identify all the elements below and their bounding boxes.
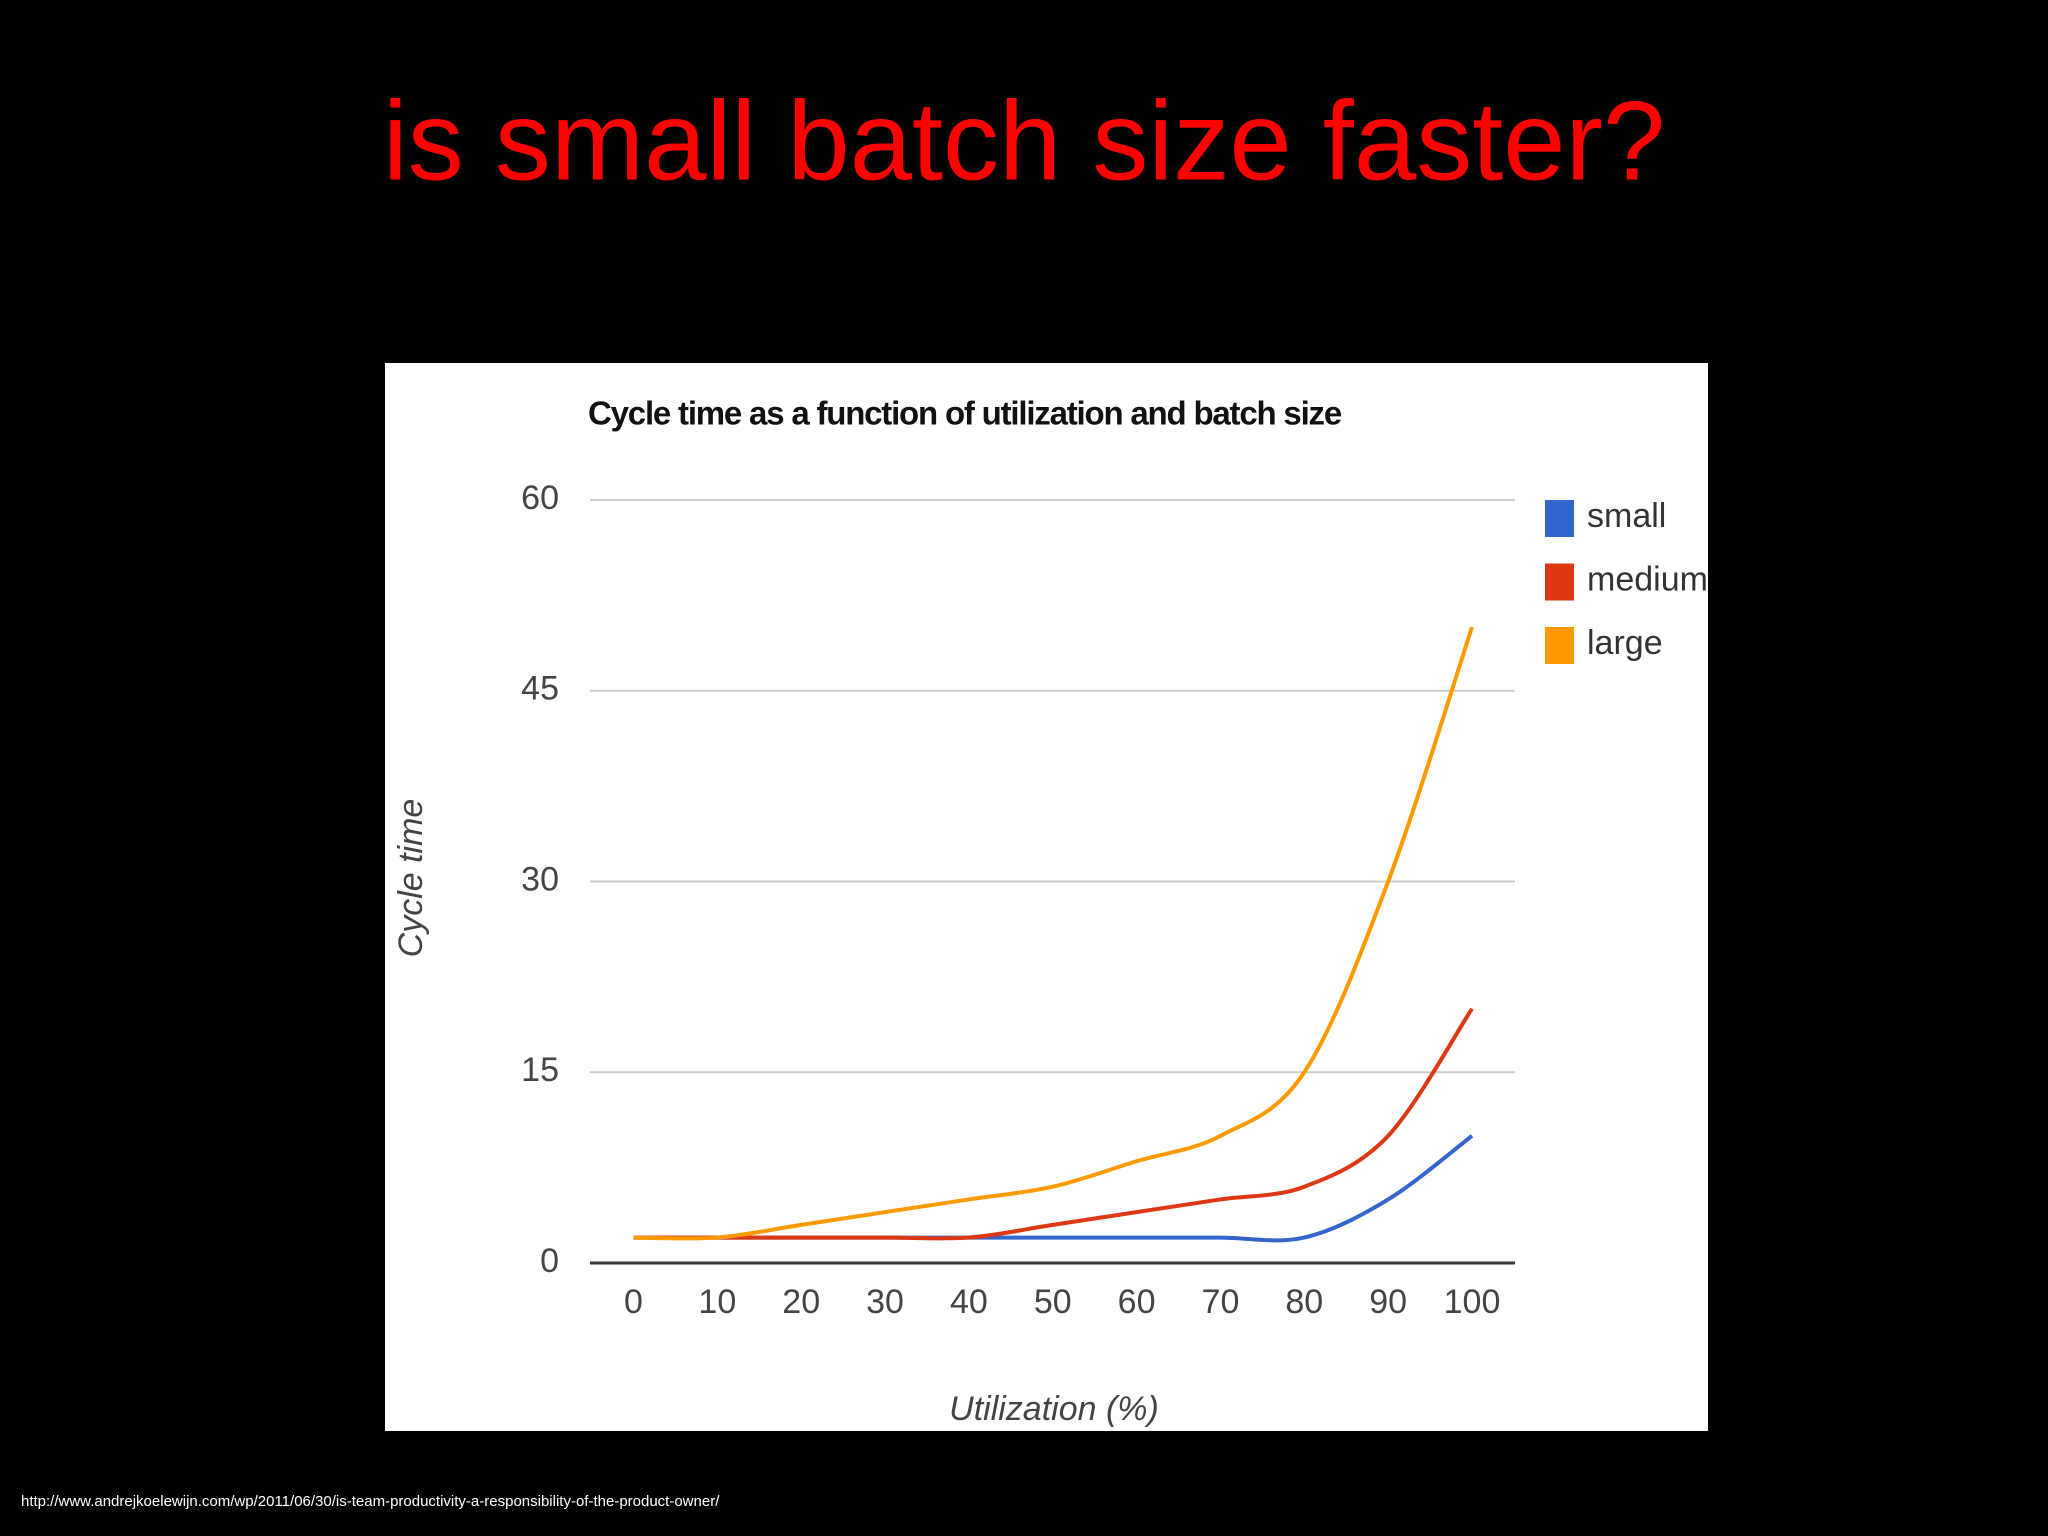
- x-axis-label: Utilization (%): [949, 1390, 1159, 1428]
- y-axis-label: Cycle time: [392, 799, 430, 958]
- legend-label: small: [1587, 497, 1666, 535]
- x-tick-label: 40: [950, 1283, 988, 1321]
- x-tick-label: 50: [1034, 1283, 1072, 1321]
- x-tick-label: 0: [624, 1283, 643, 1321]
- y-tick-label: 30: [521, 860, 559, 898]
- y-tick-label: 45: [521, 670, 559, 708]
- footer-url: http://www.andrejkoelewijn.com/wp/2011/0…: [21, 1493, 720, 1510]
- legend-swatch: [1545, 500, 1574, 537]
- y-tick-label: 60: [521, 479, 559, 517]
- x-tick-label: 60: [1118, 1283, 1156, 1321]
- legend-swatch: [1545, 563, 1574, 601]
- legend-label: medium: [1587, 560, 1708, 598]
- y-tick-label: 15: [521, 1051, 559, 1089]
- x-tick-label: 70: [1202, 1283, 1240, 1321]
- x-tick-label: 20: [782, 1283, 820, 1321]
- chart-background: [385, 363, 1708, 1431]
- line-series: [633, 1007, 1474, 1241]
- line-series: [633, 626, 1474, 1241]
- legend-label: large: [1587, 624, 1663, 662]
- x-tick-label: 80: [1285, 1283, 1323, 1321]
- chart-title: Cycle time as a function of utilization …: [588, 395, 1342, 432]
- x-tick-label: 100: [1444, 1283, 1501, 1321]
- x-tick-label: 10: [698, 1283, 736, 1321]
- y-tick-label: 0: [540, 1242, 559, 1280]
- slide-title: is small batch size faster?: [383, 79, 1665, 204]
- x-tick-label: 90: [1369, 1283, 1407, 1321]
- legend-swatch: [1545, 627, 1574, 664]
- x-tick-label: 30: [866, 1283, 904, 1321]
